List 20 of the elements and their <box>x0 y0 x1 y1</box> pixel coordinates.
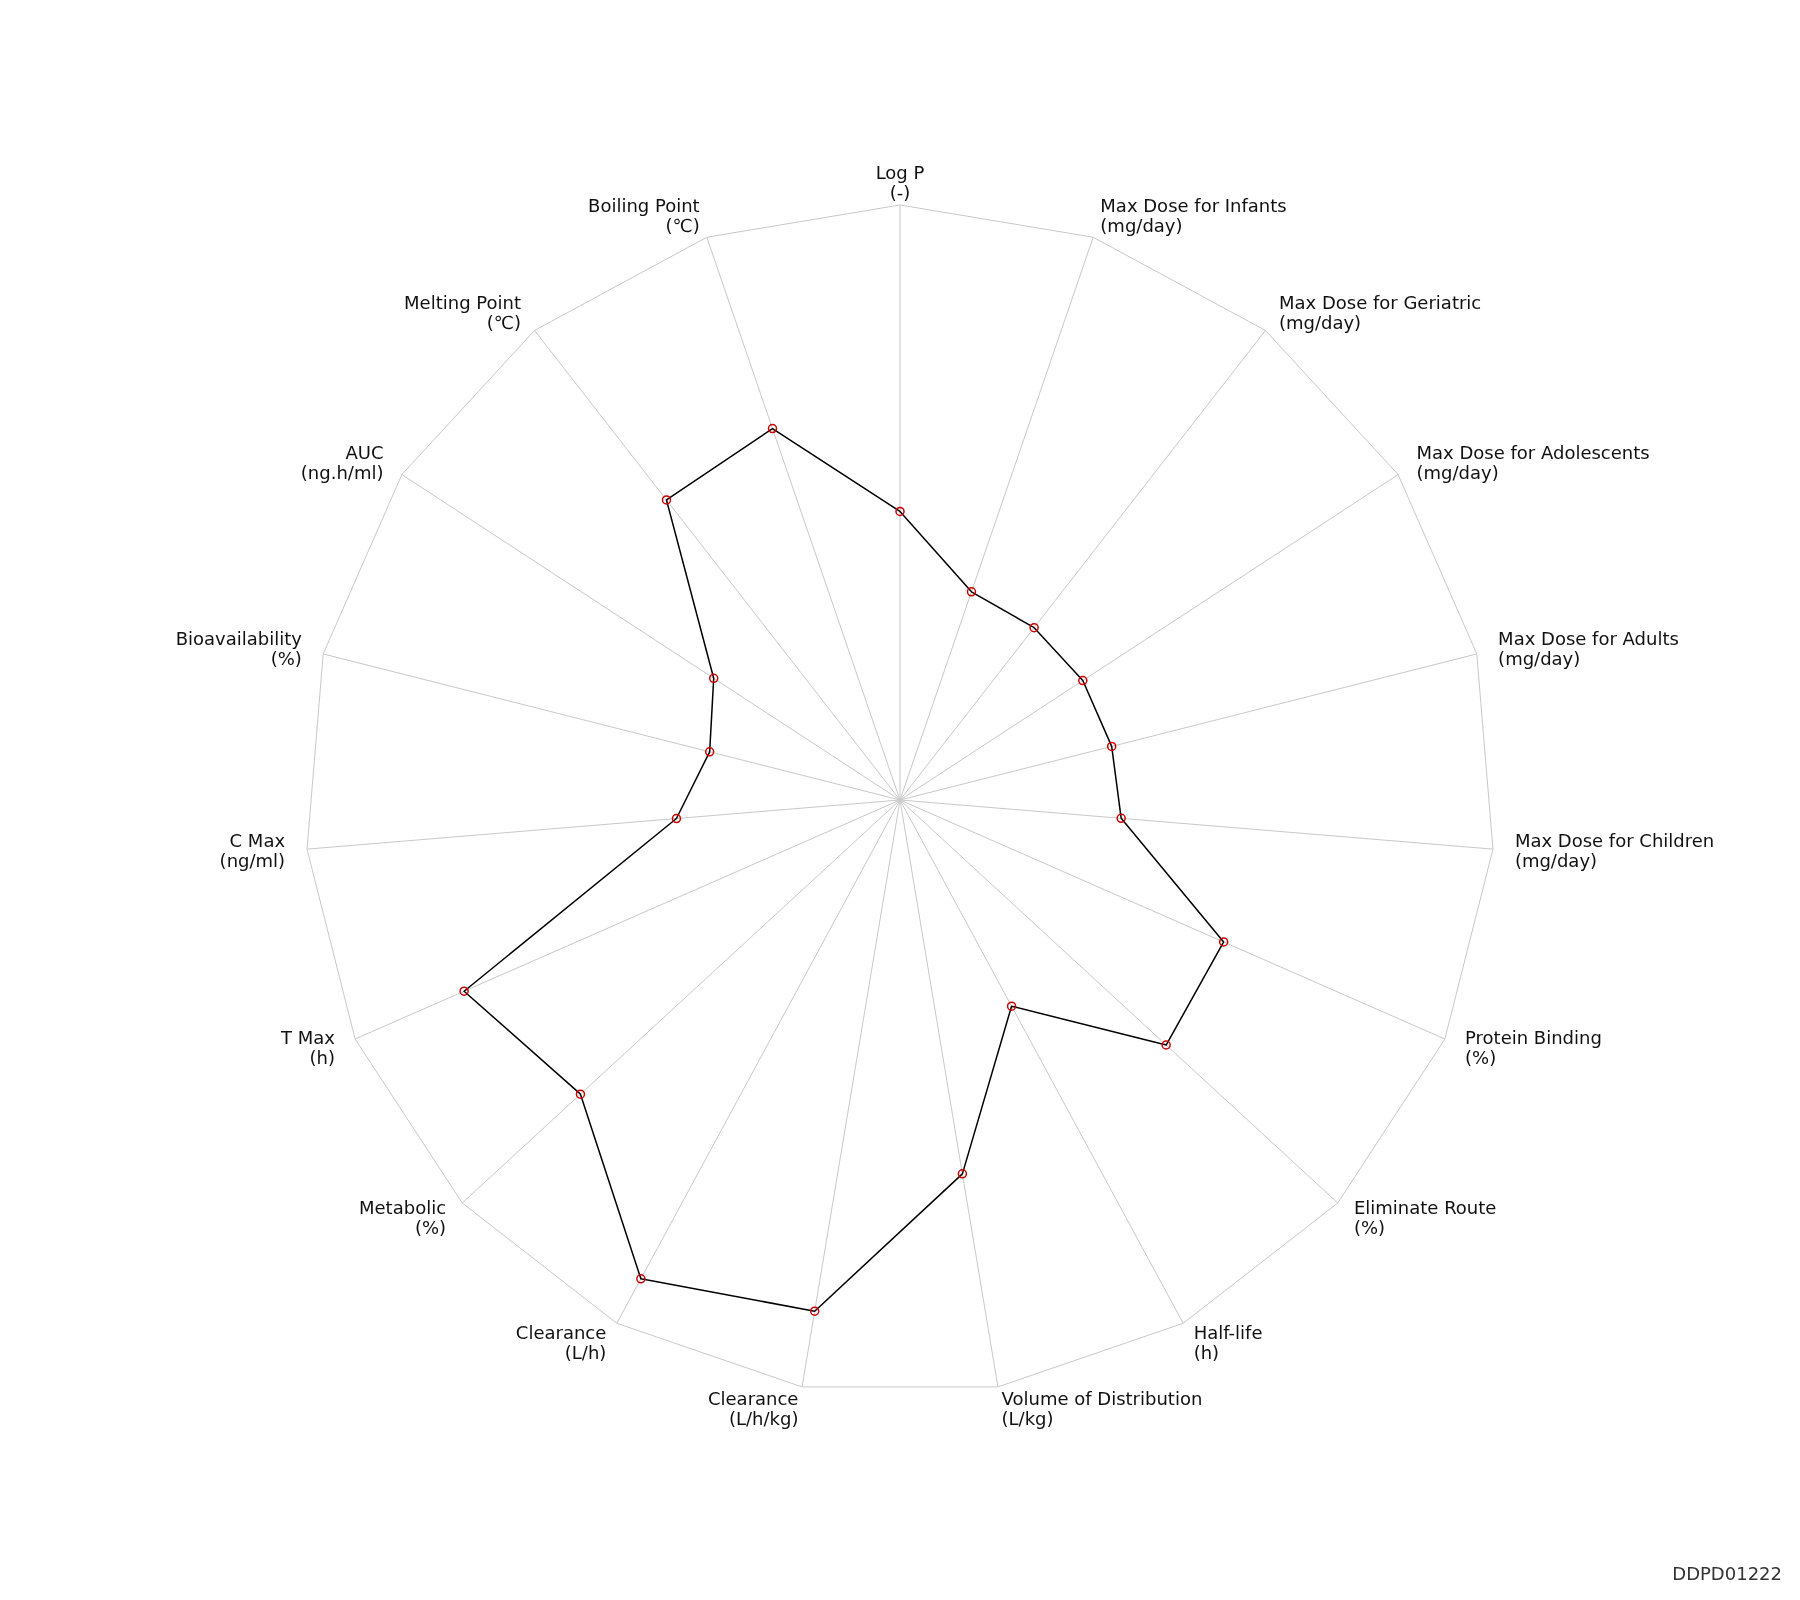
spoke-label: C Max (ng/ml) <box>219 829 286 871</box>
text: DDPD01222 <box>1672 1563 1782 1584</box>
spoke-label: Max Dose for Adolescents (mg/day) <box>1416 441 1650 483</box>
spoke-label: Melting Point (℃) <box>404 292 522 334</box>
spoke-label: Volume of Distribution (L/kg) <box>1001 1387 1203 1429</box>
spoke-label: Clearance (L/h/kg) <box>707 1387 799 1429</box>
spoke-label: Max Dose for Children (mg/day) <box>1514 829 1715 871</box>
spoke-label: AUC (ng.h/ml) <box>300 441 384 483</box>
spoke-label: T Max (h) <box>280 1026 336 1068</box>
spoke-label: Half-life (h) <box>1193 1321 1263 1363</box>
spoke-label: Max Dose for Infants (mg/day) <box>1100 195 1287 237</box>
spoke-label: Max Dose for Geriatric (mg/day) <box>1278 292 1482 334</box>
spoke-label: Clearance (L/h) <box>515 1321 607 1363</box>
spoke-label: Metabolic (%) <box>359 1196 447 1238</box>
spoke-label: Max Dose for Adults (mg/day) <box>1498 627 1679 669</box>
spoke-label: Eliminate Route (%) <box>1353 1196 1497 1238</box>
spoke-label: Bioavailability (%) <box>175 627 303 669</box>
spoke-label: Protein Binding (%) <box>1465 1026 1602 1068</box>
spoke-label: Boiling Point (℃) <box>588 195 700 237</box>
spoke-label: Log P (-) <box>875 162 925 203</box>
